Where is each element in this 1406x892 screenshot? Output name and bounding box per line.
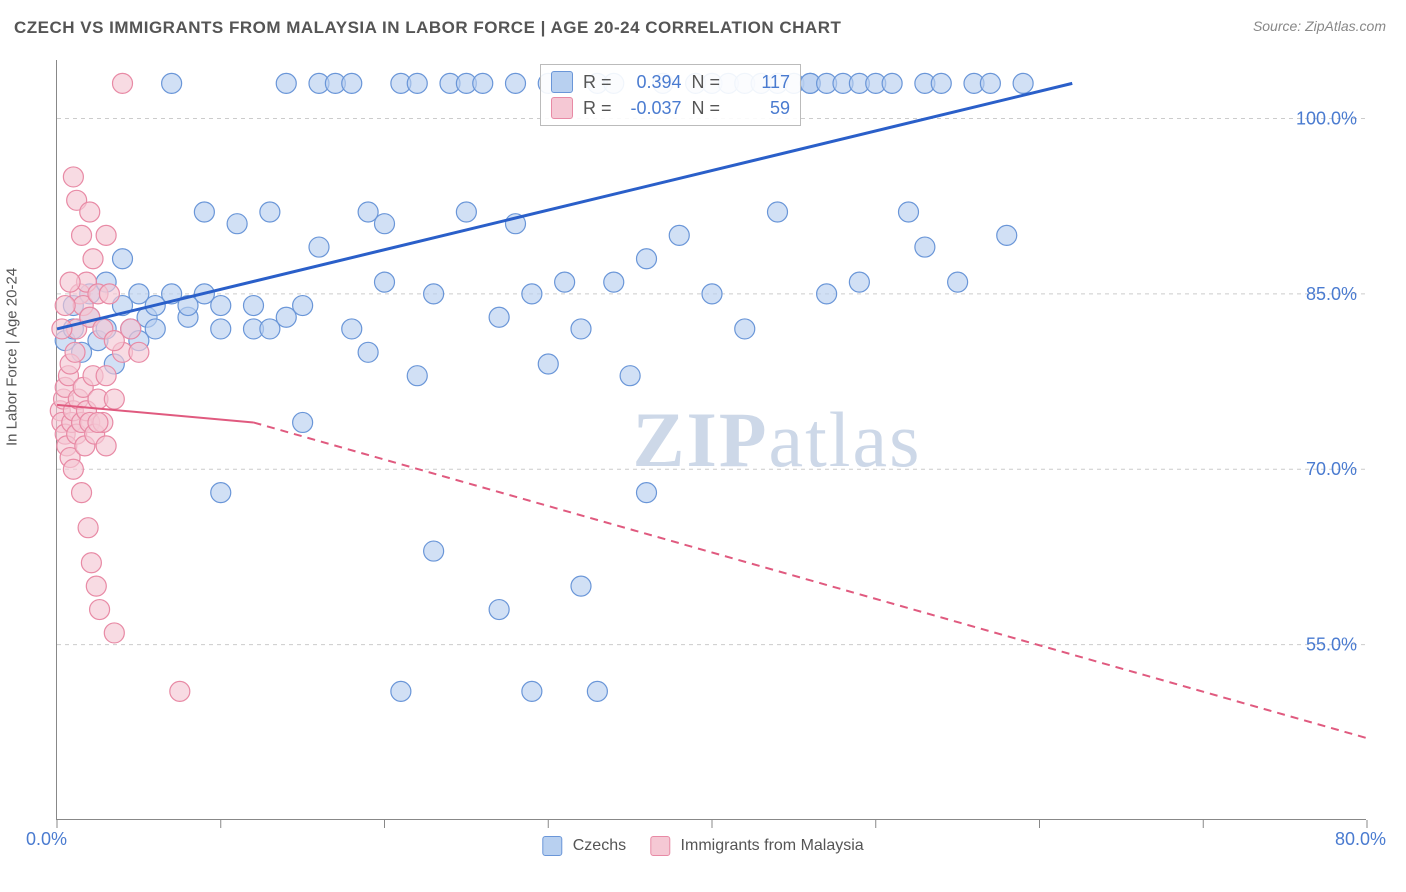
legend-swatch xyxy=(650,836,670,856)
chart-title: CZECH VS IMMIGRANTS FROM MALAYSIA IN LAB… xyxy=(14,18,841,38)
n-value: 59 xyxy=(730,98,790,119)
series-swatch xyxy=(551,97,573,119)
legend-swatch xyxy=(542,836,562,856)
legend: Czechs Immigrants from Malaysia xyxy=(542,836,863,856)
r-value: -0.037 xyxy=(622,98,682,119)
n-label: N = xyxy=(692,98,721,119)
stats-legend-box: R = 0.394 N = 117 R = -0.037 N = 59 xyxy=(540,64,801,126)
n-value: 117 xyxy=(730,72,790,93)
source-attribution: Source: ZipAtlas.com xyxy=(1253,18,1386,34)
r-value: 0.394 xyxy=(622,72,682,93)
svg-text:100.0%: 100.0% xyxy=(1296,108,1357,128)
legend-item: Immigrants from Malaysia xyxy=(650,836,864,856)
svg-text:55.0%: 55.0% xyxy=(1306,635,1357,655)
x-axis-min-label: 0.0% xyxy=(26,829,67,850)
plot-svg: 55.0% 70.0% 85.0% 100.0% xyxy=(57,60,1367,820)
y-axis-label: In Labor Force | Age 20-24 xyxy=(4,268,21,446)
r-label: R = xyxy=(583,72,612,93)
series-swatch xyxy=(551,71,573,93)
plot-area: ZIPatlas 55.0%70.0%85.0%100.0% xyxy=(56,60,1366,820)
svg-text:85.0%: 85.0% xyxy=(1306,284,1357,304)
legend-label: Immigrants from Malaysia xyxy=(681,837,864,854)
stats-row: R = 0.394 N = 117 xyxy=(551,69,790,95)
svg-text:70.0%: 70.0% xyxy=(1306,459,1357,479)
correlation-chart: CZECH VS IMMIGRANTS FROM MALAYSIA IN LAB… xyxy=(0,0,1406,892)
legend-item: Czechs xyxy=(542,836,626,856)
stats-row: R = -0.037 N = 59 xyxy=(551,95,790,121)
legend-label: Czechs xyxy=(573,837,626,854)
x-axis-max-label: 80.0% xyxy=(1335,829,1386,850)
n-label: N = xyxy=(692,72,721,93)
r-label: R = xyxy=(583,98,612,119)
